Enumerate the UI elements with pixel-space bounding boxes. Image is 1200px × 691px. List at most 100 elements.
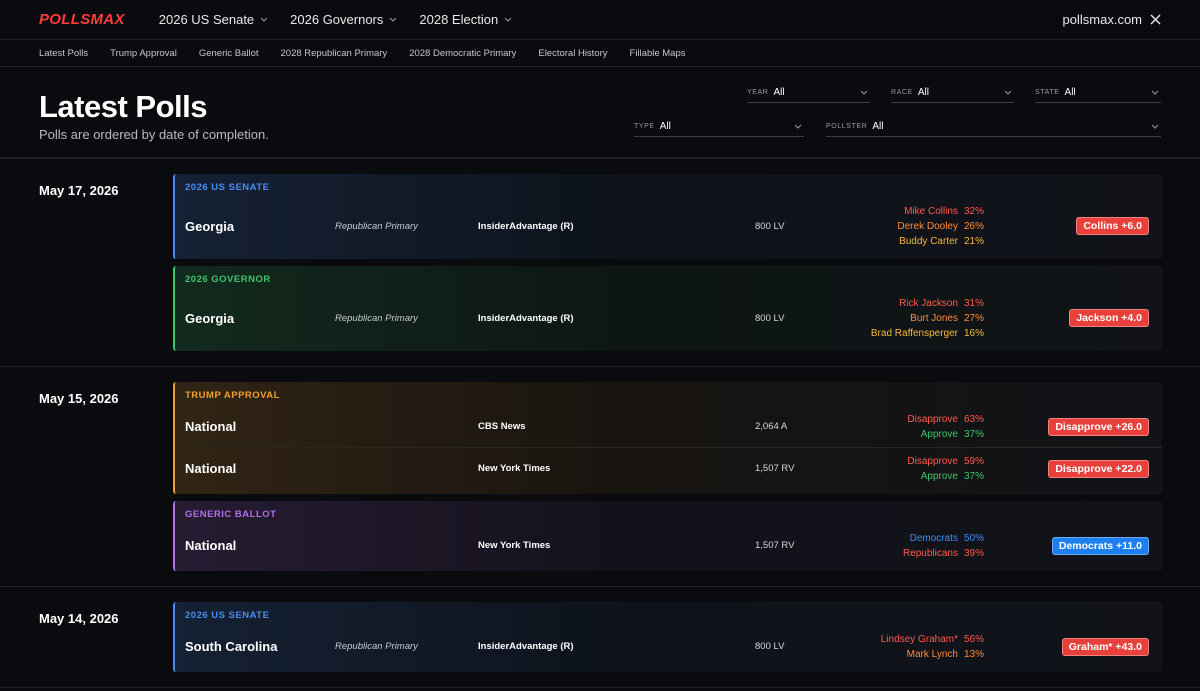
- candidate-name: Lindsey Graham*: [880, 633, 958, 645]
- sample: 1,507 RV: [755, 540, 795, 551]
- candidate-pct: 39%: [963, 547, 984, 559]
- filter-label: TYPE: [634, 123, 655, 130]
- candidate-name: Approve: [920, 428, 958, 440]
- poll-card[interactable]: 2026 GOVERNOR Georgia Republican Primary In…: [173, 266, 1162, 351]
- chevron: [1151, 124, 1159, 129]
- chevron: [1004, 90, 1012, 95]
- race-label: 2026 GOVERNOR: [185, 274, 271, 285]
- filter-dropdown[interactable]: TYPE All: [634, 117, 804, 137]
- pollster: InsiderAdvantage (R): [478, 641, 574, 652]
- sample: 1,507 RV: [755, 463, 795, 474]
- site-link[interactable]: pollsmax.com: [1062, 12, 1142, 27]
- date-label: May 14, 2026: [39, 611, 119, 626]
- poll-card[interactable]: TRUMP APPROVAL National CBS News 2,064 A Dis…: [173, 382, 1162, 494]
- results: Lindsey Graham* 56% Mark Lynch 13%: [881, 632, 984, 662]
- candidate-name: Burt Jones: [910, 312, 958, 324]
- nav-item[interactable]: 2028 Election: [419, 12, 512, 27]
- results: Disapprove 59% Approve 37%: [907, 454, 984, 484]
- x-icon[interactable]: [1150, 14, 1161, 25]
- candidate-name: Republicans: [902, 547, 958, 559]
- pollster: InsiderAdvantage (R): [478, 220, 574, 232]
- candidate-name: Disapprove: [907, 455, 958, 467]
- candidate-name: Disapprove: [907, 413, 958, 425]
- sample: 800 LV: [755, 641, 785, 652]
- sample: 800 LV: [755, 220, 785, 232]
- chevron: [260, 17, 268, 22]
- race-label: TRUMP APPROVAL: [185, 390, 280, 401]
- filter-label: YEAR: [747, 89, 769, 96]
- date-label: May 17, 2026: [39, 183, 119, 198]
- poll-row: National New York Times 1,507 RV Disapprove…: [175, 447, 1162, 489]
- location: Georgia: [185, 218, 235, 234]
- nav-item[interactable]: 2026 US Senate: [159, 12, 268, 27]
- sub-nav-link[interactable]: Latest Polls: [39, 47, 89, 59]
- filter-label: RACE: [891, 89, 913, 96]
- chevron: [1151, 90, 1159, 95]
- candidate-name: Mark Lynch: [906, 648, 958, 660]
- sub-nav-link[interactable]: Generic Ballot: [198, 47, 259, 59]
- location: National: [185, 419, 237, 434]
- page-title: Latest Polls: [39, 89, 208, 124]
- poll-card[interactable]: 2026 US SENATE South Carolina Republican P…: [173, 602, 1162, 672]
- logo[interactable]: POLLSMAX: [39, 11, 125, 28]
- candidate-pct: 59%: [963, 455, 984, 467]
- sub-nav-link[interactable]: Fillable Maps: [629, 47, 686, 59]
- pollster: InsiderAdvantage (R): [478, 312, 574, 324]
- filter-label: STATE: [1035, 89, 1060, 96]
- candidate-name: Approve: [920, 470, 958, 482]
- poll-type: Republican Primary: [335, 220, 418, 232]
- pollster: New York Times: [478, 540, 551, 551]
- card-list: TRUMP APPROVAL National CBS News 2,064 A Dis…: [173, 382, 1162, 571]
- poll-type: Republican Primary: [335, 312, 418, 324]
- filter-value: All: [1064, 87, 1076, 98]
- poll-row: National New York Times 1,507 RV Democrats 5…: [175, 525, 1162, 566]
- card-list: 2026 US SENATE Georgia Republican Primary I…: [173, 174, 1162, 351]
- filter-dropdown[interactable]: RACE All: [891, 83, 1014, 103]
- candidate-pct: 56%: [963, 633, 984, 645]
- spread-badge: Democrats +11.0: [1051, 536, 1149, 555]
- candidate-pct: 26%: [963, 220, 984, 232]
- sub-nav-link[interactable]: Trump Approval: [110, 47, 177, 59]
- filter-dropdown[interactable]: STATE All: [1035, 83, 1161, 103]
- pollster: New York Times: [478, 463, 551, 474]
- filter-label: POLLSTER: [826, 123, 868, 130]
- candidate-pct: 37%: [963, 428, 984, 440]
- sub-nav-link[interactable]: 2028 Republican Primary: [280, 47, 388, 59]
- date-group: May 17, 2026 2026 US SENATE Georgia Republi…: [0, 159, 1200, 367]
- candidate-name: Rick Jackson: [899, 297, 958, 309]
- candidate-pct: 31%: [963, 297, 984, 309]
- card-list: 2026 US SENATE South Carolina Republican P…: [173, 602, 1162, 672]
- sub-nav-link[interactable]: Electoral History: [538, 47, 608, 59]
- spread-badge: Jackson +4.0: [1069, 309, 1149, 327]
- date-group: May 14, 2026 2026 US SENATE South Carolina…: [0, 587, 1200, 688]
- chevron: [504, 17, 512, 22]
- poll-card[interactable]: 2026 US SENATE Georgia Republican Primary I…: [173, 174, 1162, 259]
- chevron: [794, 124, 802, 129]
- location: Georgia: [185, 310, 235, 326]
- location: National: [185, 538, 237, 553]
- sample: 2,064 A: [755, 421, 788, 432]
- filter-value: All: [872, 121, 884, 132]
- results: Disapprove 63% Approve 37%: [907, 412, 984, 442]
- poll-card[interactable]: GENERIC BALLOT National New York Times 1,50…: [173, 501, 1162, 571]
- chevron: [390, 17, 397, 22]
- results: Democrats 50% Republicans 39%: [903, 531, 984, 561]
- pollster: CBS News: [478, 421, 526, 432]
- top-bar: POLLSMAX 2026 US Senate 2026 Governors 202…: [0, 0, 1200, 40]
- spread-badge: Disapprove +26.0: [1048, 417, 1149, 436]
- nav-item[interactable]: 2026 Governors: [290, 12, 397, 27]
- race-label: 2026 US SENATE: [185, 610, 270, 621]
- filter-dropdown[interactable]: POLLSTER All: [826, 117, 1161, 137]
- poll-row: South Carolina Republican Primary InsiderA…: [175, 626, 1162, 667]
- nav-label: 2026 US Senate: [158, 12, 255, 27]
- sub-nav-link[interactable]: 2028 Democratic Primary: [409, 47, 517, 59]
- filter-dropdown[interactable]: YEAR All: [747, 83, 870, 103]
- candidate-pct: 27%: [963, 312, 984, 324]
- page-subtitle: Polls are ordered by date of completion.: [39, 127, 269, 142]
- filter-value: All: [773, 87, 785, 98]
- candidate-name: Derek Dooley: [897, 220, 958, 232]
- chevron: [860, 90, 868, 95]
- candidate-name: Mike Collins: [904, 205, 958, 217]
- candidate-name: Democrats: [909, 532, 958, 544]
